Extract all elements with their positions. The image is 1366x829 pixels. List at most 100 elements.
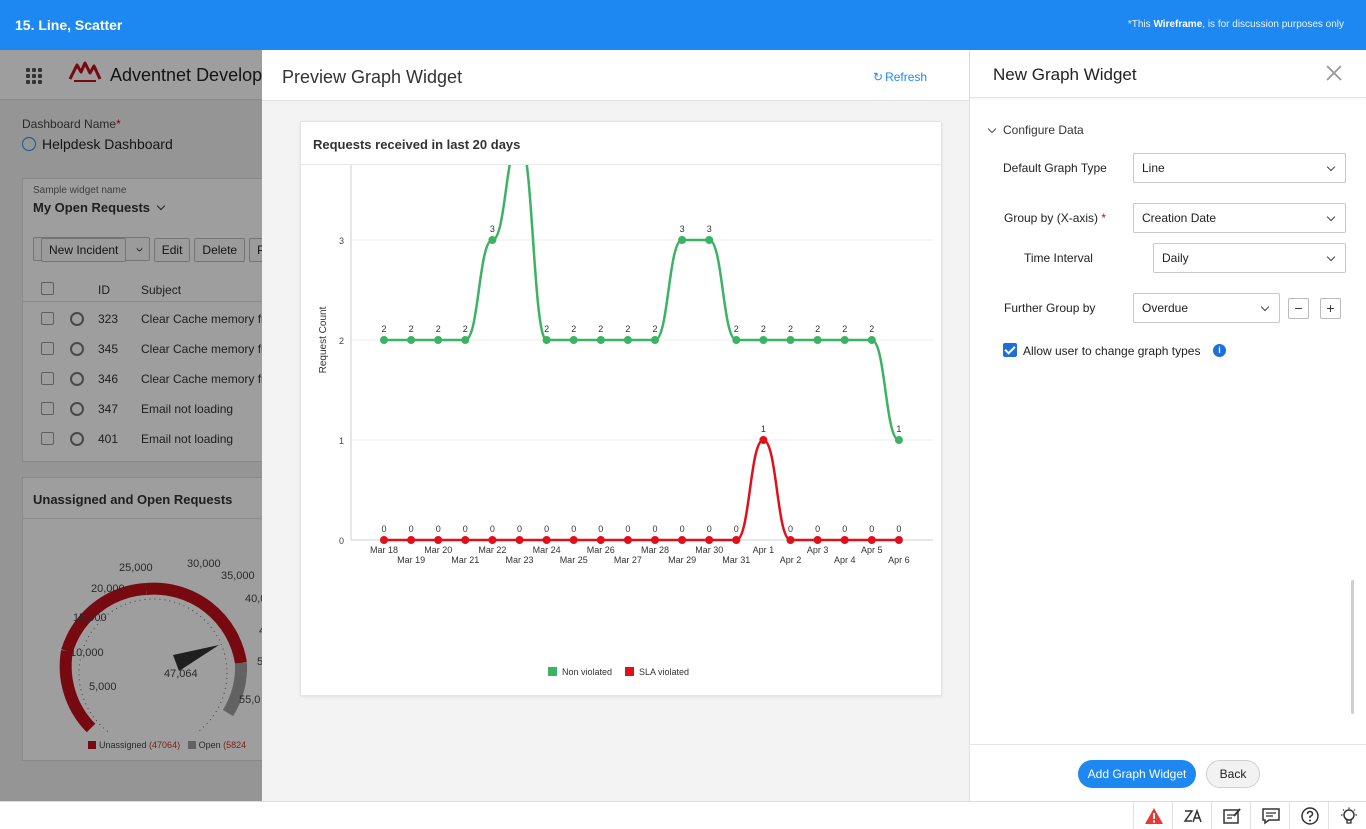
data-label: 2 [652, 324, 657, 334]
refresh-button[interactable]: ↻ Refresh [873, 70, 928, 84]
data-point [515, 536, 524, 544]
group-by-select[interactable]: Creation Date [1133, 203, 1346, 233]
data-point [840, 536, 849, 544]
data-label: 2 [598, 324, 603, 334]
edit-button[interactable]: Edit [153, 238, 191, 262]
background-dashboard: Adventnet Development Dashboard Name* He… [0, 50, 262, 801]
table-row[interactable]: 346 Clear Cache memory fr [23, 364, 262, 394]
data-point [407, 536, 416, 544]
wireframe-header: 15. Line, Scatter *This Wireframe, is fo… [0, 0, 1366, 50]
table-row[interactable]: 345 Clear Cache memory fr [23, 334, 262, 364]
data-label: 2 [409, 324, 414, 334]
gauge-open-arc [222, 662, 248, 717]
x-tick-label: Mar 21 [451, 555, 479, 565]
x-tick-label: Apr 4 [834, 555, 856, 565]
default-graph-type-select[interactable]: Line [1133, 153, 1346, 183]
gear-icon[interactable] [70, 402, 84, 416]
more-button[interactable]: Pi [249, 238, 262, 262]
default-graph-type-label: Default Graph Type [1003, 161, 1107, 175]
config-header: New Graph Widget [970, 50, 1366, 98]
app-grid-icon[interactable] [26, 68, 42, 84]
gauge-tick: 15,000 [73, 612, 107, 624]
preview-title: Preview Graph Widget [282, 67, 463, 87]
further-group-select[interactable]: Overdue [1133, 293, 1280, 323]
scrollbar[interactable] [1351, 580, 1354, 714]
preview-panel: Preview Graph Widget ↻ Refresh Requests r… [262, 50, 969, 801]
gauge-unassigned-arc [59, 649, 96, 733]
data-label: 2 [734, 324, 739, 334]
row-checkbox[interactable] [41, 402, 54, 415]
delete-button[interactable]: Delete [194, 238, 246, 262]
close-icon[interactable] [1325, 64, 1343, 82]
data-point [705, 236, 714, 244]
chevron-down-icon [987, 124, 997, 134]
chevron-down-icon [1326, 212, 1336, 222]
x-tick-label: Apr 6 [888, 555, 910, 565]
chart-card: Requests received in last 20 days 01234R… [300, 121, 942, 696]
chat-button[interactable] [1250, 802, 1289, 829]
gear-icon[interactable] [70, 312, 84, 326]
data-point [651, 336, 659, 344]
row-checkbox[interactable] [41, 372, 54, 385]
chevron-down-icon [1260, 302, 1270, 312]
gear-icon[interactable] [70, 342, 84, 356]
row-checkbox[interactable] [41, 432, 54, 445]
gauge-tick: 10,000 [70, 647, 104, 659]
gauge-legend: Unassigned (47064) Open (5824 [88, 740, 246, 750]
column-subject: Subject [141, 283, 182, 297]
table-row[interactable]: 401 Email not loading [23, 424, 262, 454]
data-point [705, 536, 714, 544]
data-label: 0 [788, 524, 793, 534]
data-point [786, 536, 795, 544]
dashboard-name[interactable]: Helpdesk Dashboard [22, 136, 173, 152]
remove-group-button[interactable]: − [1288, 298, 1309, 319]
data-point [434, 536, 443, 544]
data-point [569, 536, 578, 544]
info-icon[interactable]: i [1213, 344, 1226, 357]
data-label: 0 [869, 524, 874, 534]
globe-icon [22, 137, 36, 151]
gauge-tick: 35,000 [221, 570, 255, 582]
x-tick-label: Mar 30 [695, 545, 723, 555]
data-label: 0 [490, 524, 495, 534]
new-incident-button[interactable]: New Incident [33, 237, 150, 262]
row-checkbox[interactable] [41, 342, 54, 355]
data-label: 0 [381, 524, 386, 534]
add-group-button[interactable]: + [1320, 298, 1341, 319]
gauge-needle [173, 645, 219, 671]
data-point [732, 536, 741, 544]
data-label: 1 [761, 424, 766, 434]
time-interval-select[interactable]: Daily [1153, 243, 1346, 273]
allow-change-checkbox[interactable] [1003, 343, 1017, 357]
table-row[interactable]: 323 Clear Cache memory fr [23, 304, 262, 334]
data-label: 0 [625, 524, 630, 534]
x-tick-label: Mar 22 [478, 545, 506, 555]
add-graph-widget-button[interactable]: Add Graph Widget [1078, 760, 1196, 788]
gauge-chart: 47,064 0 5,000 10,000 15,000 20,000 25,0… [59, 558, 262, 733]
row-checkbox[interactable] [41, 312, 54, 325]
translate-icon [1183, 808, 1202, 823]
gear-icon[interactable] [70, 432, 84, 446]
data-label: 0 [896, 524, 901, 534]
x-tick-label: Apr 3 [807, 545, 829, 555]
refresh-icon: ↻ [873, 70, 884, 84]
widget-title-dropdown[interactable]: My Open Requests [33, 200, 165, 215]
data-label: 2 [869, 324, 874, 334]
lightbulb-icon [1341, 807, 1357, 824]
table-header: ID Subject [23, 276, 262, 302]
status-bar [0, 801, 1366, 829]
translate-button[interactable] [1172, 802, 1211, 829]
select-all-checkbox[interactable] [41, 282, 54, 295]
table-row[interactable]: 347 Email not loading [23, 394, 262, 424]
data-label: 0 [409, 524, 414, 534]
modal-overlay[interactable] [0, 50, 262, 801]
notes-button[interactable] [1211, 802, 1250, 829]
warning-button[interactable] [1133, 802, 1172, 829]
help-button[interactable] [1289, 802, 1328, 829]
back-button[interactable]: Back [1206, 760, 1260, 788]
configure-data-section[interactable]: Configure Data [987, 123, 1084, 137]
data-label: 3 [680, 224, 685, 234]
gear-icon[interactable] [70, 372, 84, 386]
config-title: New Graph Widget [993, 65, 1137, 84]
idea-button[interactable] [1328, 802, 1366, 829]
